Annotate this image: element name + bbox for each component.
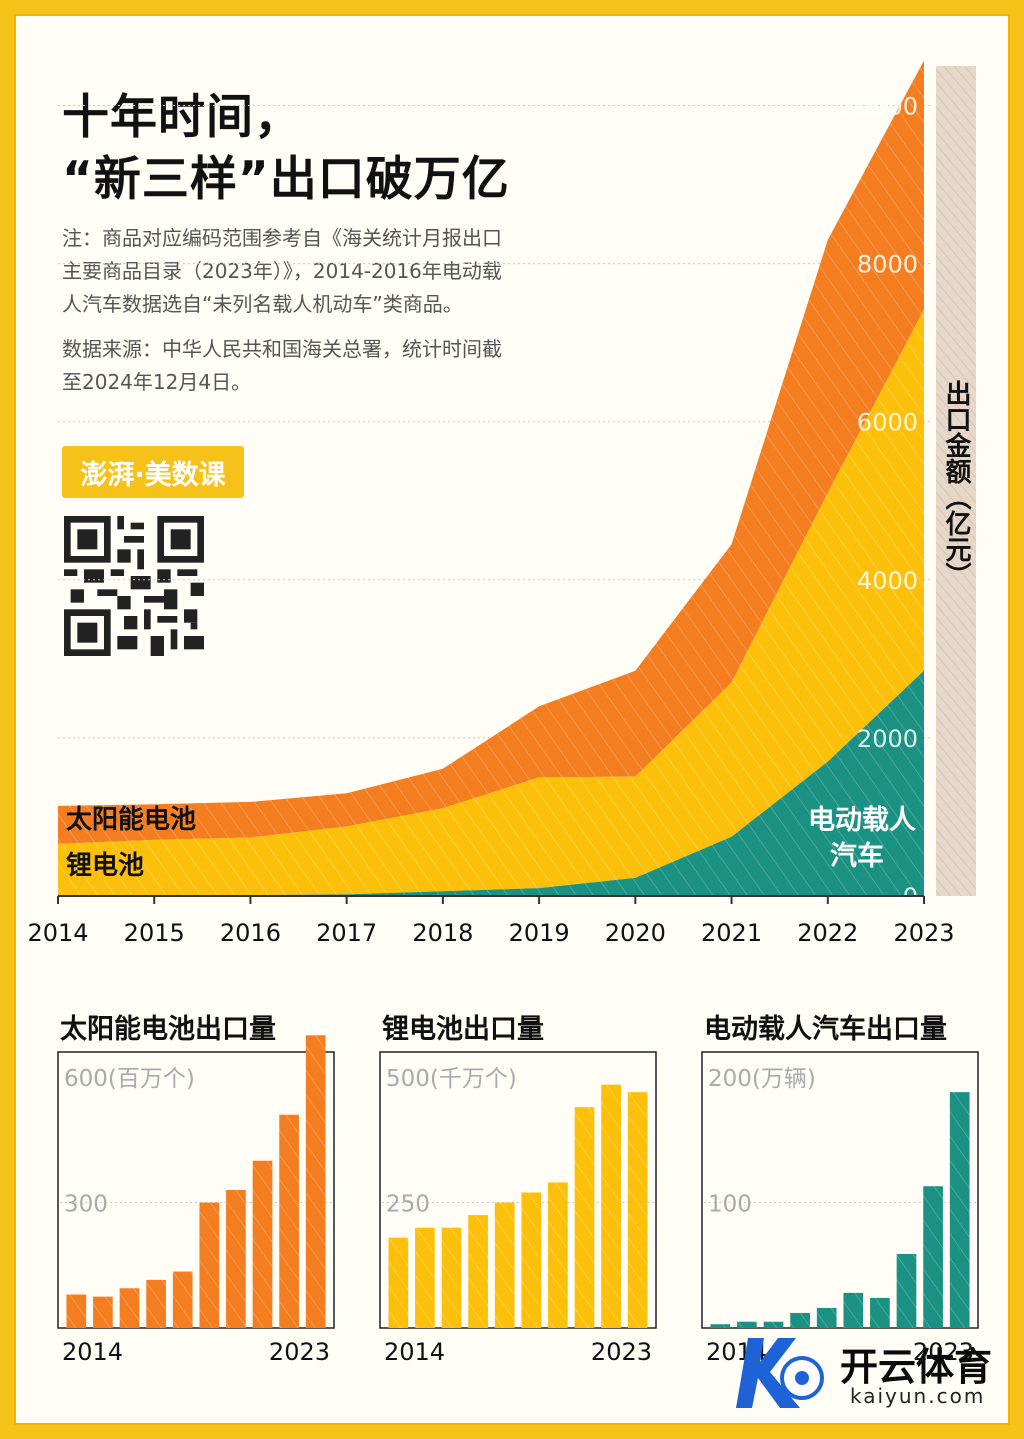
- bar-texture-ev-2019: [843, 1292, 864, 1328]
- x-tick-label-2023: 2023: [893, 919, 954, 947]
- bar-chart-solar: 太阳能电池出口量 300 600(百万个) 2014 2023: [57, 1013, 335, 1366]
- series-label-ev-line2: 汽车: [830, 840, 884, 872]
- bar-y-tick-ev-100: 100: [708, 1192, 752, 1218]
- x-tick-label-2015: 2015: [124, 919, 185, 947]
- bar-texture-ev-2018: [816, 1307, 837, 1328]
- y-tick-label-10000: 10000: [842, 93, 918, 121]
- x-tick-label-2020: 2020: [605, 919, 666, 947]
- bar-y-tick-lithium-250: 250: [386, 1192, 430, 1218]
- watermark-domain: kaiyun.com: [850, 1384, 986, 1408]
- bar-x-label-first-solar: 2014: [62, 1338, 123, 1366]
- bar-x-label-last-ev: 2023: [913, 1338, 974, 1366]
- bar-texture-lithium-2017: [468, 1215, 488, 1328]
- brand-logo: 澎湃·美数课: [62, 446, 244, 498]
- source-line-1: 数据来源：中华人民共和国海关总署，统计时间截: [62, 337, 502, 361]
- bar-chart-frame-solar: [57, 1051, 335, 1329]
- bar-chart-lithium: 锂电池出口量 250 500(千万个) 2014 2023: [379, 1014, 657, 1366]
- y-tick-label-6000: 6000: [857, 409, 918, 437]
- watermark-name: 开云体育: [840, 1345, 993, 1389]
- watermark-k-icon: [736, 1338, 824, 1408]
- bar-chart-title-ev: 电动载人汽车出口量: [704, 1013, 947, 1045]
- bar-texture-lithium-2021: [574, 1107, 595, 1328]
- area-ev-texture: [58, 670, 924, 896]
- series-label-solar: 太阳能电池: [66, 804, 196, 835]
- bar-texture-lithium-2019: [521, 1192, 542, 1328]
- watermark-logo: 开云体育 kaiyun.com: [700, 1328, 1000, 1418]
- y-tick-label-4000: 4000: [857, 567, 918, 595]
- bar-texture-lithium-2018: [494, 1202, 515, 1328]
- bar-texture-ev-2020: [870, 1297, 890, 1328]
- bar-y-tick-solar-600: 600(百万个): [64, 1066, 195, 1092]
- x-tick-label-2022: 2022: [797, 919, 858, 947]
- area-solar-texture: [58, 60, 924, 844]
- bar-texture-solar-2019: [199, 1202, 220, 1328]
- bar-texture-lithium-2023: [627, 1092, 648, 1328]
- bar-texture-ev-2014: [710, 1324, 731, 1328]
- bar-texture-lithium-2022: [601, 1084, 621, 1328]
- page-title-line1: 十年时间，: [62, 90, 302, 145]
- bar-chart-frame-ev: [701, 1051, 979, 1329]
- x-tick-label-2021: 2021: [701, 919, 762, 947]
- y-axis-band-texture: [936, 66, 976, 896]
- bar-texture-ev-2022: [923, 1186, 943, 1328]
- bar-texture-solar-2020: [226, 1190, 246, 1328]
- bar-y-tick-solar-300: 300: [64, 1192, 108, 1218]
- bar-texture-lithium-2014: [388, 1237, 409, 1328]
- bar-y-tick-lithium-500: 500(千万个): [386, 1066, 517, 1092]
- bar-texture-lithium-2016: [441, 1227, 462, 1328]
- qr-code-icon: [64, 516, 204, 656]
- page-title-line2: “新三样”出口破万亿: [62, 152, 510, 207]
- bar-texture-solar-2021: [252, 1160, 273, 1328]
- bar-texture-ev-2015: [737, 1321, 757, 1328]
- y-tick-label-8000: 8000: [857, 251, 918, 279]
- x-tick-label-2017: 2017: [316, 919, 377, 947]
- note-line-3: 人汽车数据选自“未列名载人机动车”类商品。: [62, 292, 463, 316]
- x-tick-label-2018: 2018: [412, 919, 473, 947]
- bar-x-label-last-lithium: 2023: [591, 1338, 652, 1366]
- bar-x-label-first-lithium: 2014: [384, 1338, 445, 1366]
- x-tick-label-2014: 2014: [27, 919, 88, 947]
- bar-texture-ev-2021: [896, 1253, 917, 1328]
- bar-texture-ev-2016: [763, 1321, 784, 1328]
- bar-texture-solar-2022: [279, 1114, 299, 1328]
- bar-x-label-last-solar: 2023: [269, 1338, 330, 1366]
- bar-chart-title-lithium: 锂电池出口量: [382, 1014, 544, 1045]
- source-line-2: 至2024年12月4日。: [62, 370, 252, 394]
- bar-texture-lithium-2015: [415, 1227, 435, 1328]
- bar-texture-ev-2023: [949, 1092, 970, 1328]
- bar-chart-title-solar: 太阳能电池出口量: [60, 1013, 276, 1045]
- bar-texture-lithium-2020: [548, 1182, 568, 1328]
- bar-y-tick-ev-200: 200(万辆): [708, 1066, 816, 1092]
- bar-texture-ev-2017: [790, 1312, 810, 1328]
- area-lithium-texture: [58, 309, 924, 896]
- bar-texture-solar-2017: [146, 1279, 166, 1328]
- bar-texture-solar-2016: [119, 1288, 140, 1328]
- bar-texture-solar-2018: [172, 1271, 193, 1328]
- note-line-2: 主要商品目录（2023年）》，2014-2016年电动载: [62, 259, 502, 283]
- y-tick-label-2000: 2000: [857, 725, 918, 753]
- bar-texture-solar-2023: [305, 1035, 326, 1328]
- series-label-lithium: 锂电池: [66, 851, 144, 881]
- bar-chart-frame-lithium: [379, 1051, 657, 1329]
- series-label-ev-line1: 电动载人: [808, 805, 916, 836]
- bar-texture-solar-2014: [66, 1294, 87, 1328]
- y-axis-label: 出口金额（亿元）: [941, 380, 972, 588]
- x-tick-label-2019: 2019: [509, 919, 570, 947]
- bar-texture-solar-2015: [93, 1296, 113, 1328]
- x-tick-label-2016: 2016: [220, 919, 281, 947]
- note-line-1: 注：商品对应编码范围参考自《海关统计月报出口: [62, 226, 502, 250]
